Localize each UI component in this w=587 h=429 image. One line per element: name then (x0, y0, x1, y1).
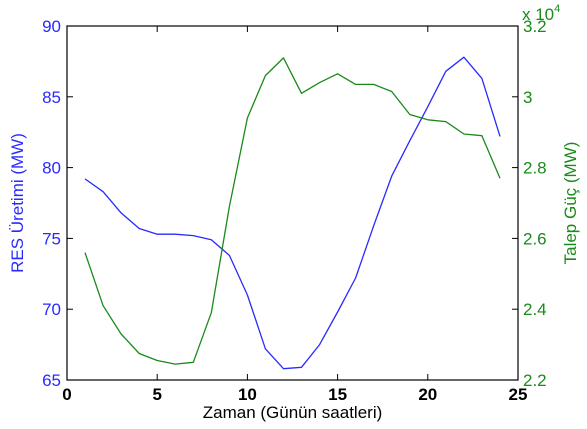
plot-area (66, 25, 519, 381)
x-tick-label: 0 (62, 385, 71, 404)
y-axis-left-title: RES Üretimi (MW) (8, 133, 27, 273)
y-right-tick-label: 2.4 (523, 300, 547, 319)
y-left-tick-label: 80 (42, 159, 61, 178)
right-axis-multiplier: x 104 (522, 3, 560, 24)
y-right-tick-label: 2.8 (523, 159, 547, 178)
y-right-tick-label: 3.2 (523, 17, 547, 36)
y-axis-left: 65 70 75 80 85 90 (42, 17, 73, 390)
series-layer (84, 56, 501, 370)
y-left-tick-label: 85 (42, 88, 61, 107)
x-axis-title: Zaman (Günün saatleri) (203, 403, 383, 422)
y-left-tick-label: 75 (42, 229, 61, 248)
x-tick-label: 20 (418, 385, 437, 404)
x-tick-label: 15 (328, 385, 347, 404)
res-production-line (84, 56, 501, 370)
demand-power-line (84, 57, 501, 365)
right-axis-multiplier-base: x 10 (522, 5, 554, 24)
x-tick-label: 5 (152, 385, 161, 404)
y-axis-right: 2.2 2.4 2.6 2.8 3 3.2 (512, 17, 547, 390)
y-axis-right-title: Talep Güç (MW) (561, 142, 580, 265)
y-right-tick-label: 2.6 (523, 229, 547, 248)
y-right-tick-label: 3 (523, 88, 532, 107)
x-tick-label: 25 (509, 385, 528, 404)
y-left-tick-label: 65 (42, 371, 61, 390)
y-left-tick-label: 90 (42, 17, 61, 36)
y-left-tick-label: 70 (42, 300, 61, 319)
x-axis: 0 5 10 15 20 25 (62, 26, 527, 404)
y-right-tick-label: 2.2 (523, 371, 547, 390)
x-tick-label: 10 (238, 385, 257, 404)
right-axis-multiplier-exponent: 4 (554, 3, 560, 15)
